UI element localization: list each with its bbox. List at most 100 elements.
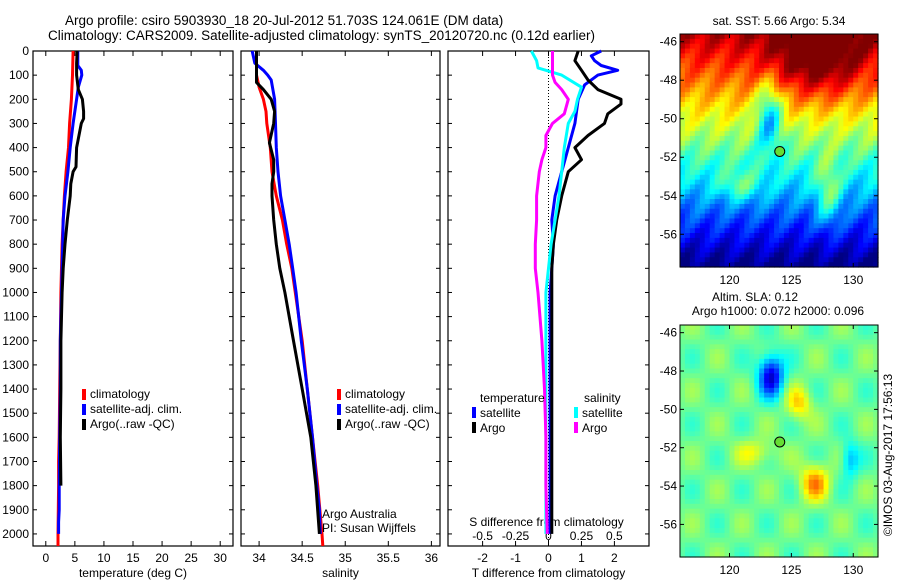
heatmap-cell <box>803 363 810 370</box>
y-tick-label: 700 <box>9 213 29 227</box>
heatmap-cell <box>818 82 825 88</box>
heatmap-cell <box>783 547 790 553</box>
heatmap-cell <box>704 184 711 190</box>
heatmap-cell <box>759 82 765 88</box>
heatmap-cell <box>793 465 800 471</box>
heatmap-cell <box>719 441 726 447</box>
y-tick-label: 300 <box>9 116 29 130</box>
heatmap-cell <box>793 334 800 341</box>
heatmap-cell <box>848 325 854 331</box>
heatmap-cell <box>680 145 686 152</box>
heatmap-cell <box>734 329 740 336</box>
heatmap-cell <box>848 72 854 79</box>
heatmap-cell <box>873 474 879 481</box>
heatmap-cell <box>719 116 726 122</box>
heatmap-cell <box>873 441 879 447</box>
heatmap-cell <box>709 325 716 331</box>
heatmap-cell <box>828 397 835 403</box>
heatmap-cell <box>783 169 790 176</box>
heatmap-cell <box>863 262 869 268</box>
heatmap-cell <box>729 208 736 215</box>
heatmap-cell <box>680 392 686 399</box>
heatmap-cell <box>749 131 755 137</box>
heatmap-cell <box>843 213 849 220</box>
heatmap-cell <box>774 474 780 481</box>
heatmap-cell <box>764 354 770 360</box>
heatmap-cell <box>783 407 790 413</box>
heatmap-cell <box>714 523 721 529</box>
heatmap-cell <box>818 339 825 345</box>
heatmap-cell <box>823 470 830 476</box>
heatmap-cell <box>684 101 691 108</box>
heatmap-cell <box>744 43 750 50</box>
heatmap-cell <box>704 499 711 505</box>
heatmap-cell <box>744 421 750 428</box>
heatmap-cell <box>689 421 696 428</box>
heatmap-cell <box>818 528 825 534</box>
heatmap-cell <box>689 518 696 524</box>
heatmap-cell <box>798 412 805 418</box>
heatmap-cell <box>729 53 736 59</box>
heatmap-cell <box>853 58 859 64</box>
heatmap-cell <box>729 523 736 529</box>
heatmap-cell <box>734 131 740 137</box>
heatmap-cell <box>779 397 785 403</box>
heatmap-cell <box>863 392 869 399</box>
heatmap-cell <box>793 339 800 345</box>
map-x-tick-label: 130 <box>843 563 863 577</box>
heatmap-cell <box>694 131 701 137</box>
heatmap-cell <box>828 460 835 466</box>
heatmap-cell <box>848 416 854 423</box>
heatmap-cell <box>788 155 795 161</box>
heatmap-cell <box>764 552 770 558</box>
heatmap-cell <box>774 397 780 403</box>
heatmap-cell <box>774 339 780 345</box>
y-tick-label: 1800 <box>2 479 29 493</box>
heatmap-cell <box>793 135 800 142</box>
heatmap-cell <box>684 537 691 544</box>
heatmap-cell <box>744 247 750 254</box>
heatmap-cell <box>868 450 874 457</box>
heatmap-cell <box>863 441 869 447</box>
heatmap-cell <box>853 169 859 176</box>
heatmap-cell <box>769 412 775 418</box>
heatmap-cell <box>788 228 795 234</box>
heatmap-cell <box>724 426 731 432</box>
heatmap-cell <box>858 165 864 171</box>
heatmap-cell <box>694 174 701 181</box>
heatmap-cell <box>838 189 844 195</box>
heatmap-cell <box>783 82 790 88</box>
heatmap-cell <box>828 228 835 234</box>
heatmap-cell <box>774 402 780 408</box>
heatmap-cell <box>680 508 686 515</box>
heatmap-cell <box>684 174 691 181</box>
heatmap-cell <box>754 416 760 423</box>
x-tick-label: 0 <box>42 551 49 565</box>
heatmap-cell <box>769 126 775 132</box>
heatmap-cell <box>823 329 830 336</box>
heatmap-cell <box>853 53 859 59</box>
heatmap-cell <box>828 450 835 457</box>
heatmap-cell <box>709 474 716 481</box>
heatmap-cell <box>680 135 686 142</box>
heatmap-cell <box>744 34 750 40</box>
heatmap-cell <box>774 354 780 360</box>
heatmap-cell <box>694 233 701 239</box>
heatmap-cell <box>838 208 844 215</box>
heatmap-cell <box>803 233 810 239</box>
heatmap-cell <box>833 43 839 50</box>
heatmap-cell <box>779 179 785 186</box>
heatmap-cell <box>848 174 854 181</box>
heatmap-cell <box>823 174 830 181</box>
heatmap-cell <box>694 547 701 553</box>
heatmap-cell <box>749 38 755 45</box>
heatmap-cell <box>863 484 869 490</box>
series-line-argo-raw-qc- <box>58 50 86 486</box>
heatmap-cell <box>764 111 770 118</box>
heatmap-cell <box>694 334 701 341</box>
heatmap-cell <box>724 140 731 147</box>
heatmap-cell <box>788 242 795 249</box>
heatmap-cell <box>759 354 765 360</box>
heatmap-cell <box>684 407 691 413</box>
heatmap-cell <box>793 402 800 408</box>
